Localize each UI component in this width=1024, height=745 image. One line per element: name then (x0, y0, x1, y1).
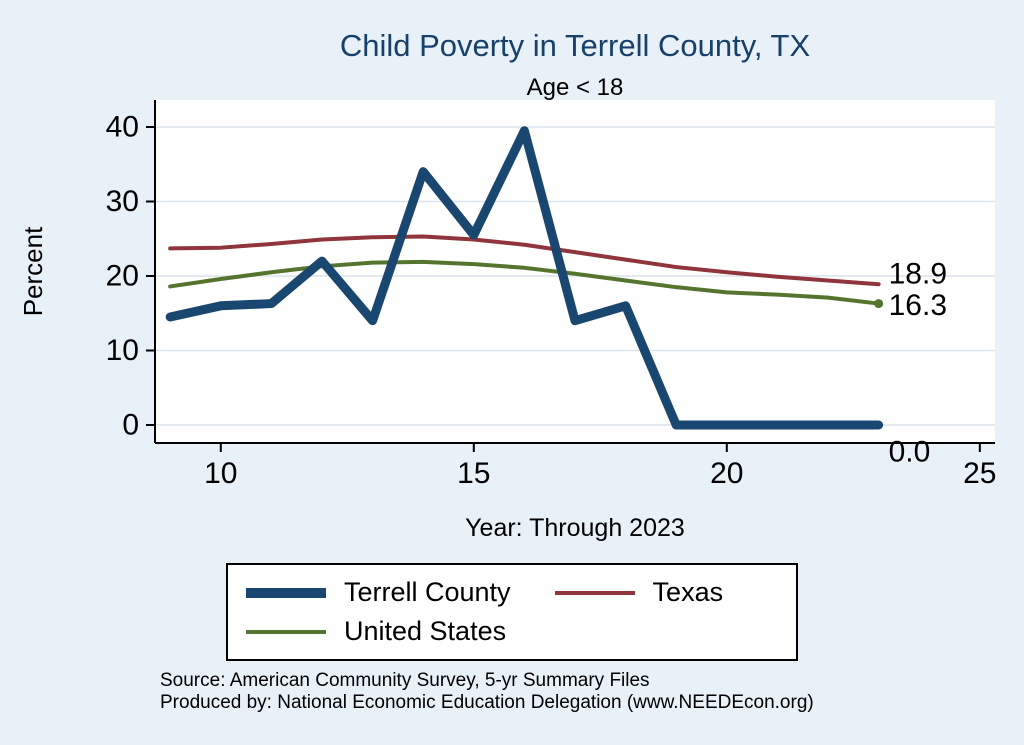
legend-swatch-texas (554, 590, 635, 595)
series-line-terrell-county (165, 126, 884, 430)
legend-swatch-united-states (246, 629, 326, 634)
x-tick-label: 20 (710, 457, 743, 490)
y-tick-label: 0 (122, 409, 139, 442)
series-end-value-label: 18.9 (889, 258, 947, 291)
legend-item-terrell-county: Terrell County (246, 577, 555, 608)
chart-footer: Source: American Community Survey, 5-yr … (160, 670, 814, 715)
y-tick-label: 20 (106, 260, 139, 293)
series-end-value-label: 0.0 (889, 436, 931, 469)
x-tick-label: 10 (204, 457, 237, 490)
legend-item-texas: Texas (554, 577, 778, 608)
chart-title: Child Poverty in Terrell County, TX (339, 28, 811, 63)
produced-by-note: Produced by: National Economic Education… (160, 692, 814, 714)
y-tick-label: 30 (106, 185, 139, 218)
chart-legend: Terrell County Texas United States (226, 563, 798, 661)
series-end-marker (874, 299, 884, 309)
chart-subtitle: Age < 18 (526, 74, 624, 101)
series-line-texas (168, 234, 881, 287)
y-tick-label: 10 (106, 334, 139, 367)
legend-label-terrell-county: Terrell County (344, 577, 511, 607)
legend-label-united-states: United States (344, 616, 507, 646)
legend-item-united-states: United States (246, 616, 555, 647)
x-tick-label: 15 (457, 457, 490, 490)
legend-swatch-terrell-county (246, 587, 326, 598)
series-line-united-states (168, 259, 881, 306)
x-axis-title: Year: Through 2023 (465, 514, 685, 542)
source-note: Source: American Community Survey, 5-yr … (160, 670, 650, 691)
legend-label-texas: Texas (652, 577, 724, 607)
line-chart-plot-area: 0 10 20 30 40 10 15 20 25 16.318.9 0.0 Percent Year:… (18, 100, 997, 542)
y-axis-title: Percent (18, 226, 48, 316)
y-tick-label: 40 (106, 111, 139, 144)
x-tick-label: 25 (963, 457, 996, 490)
series-end-value-label: 16.3 (889, 289, 947, 322)
